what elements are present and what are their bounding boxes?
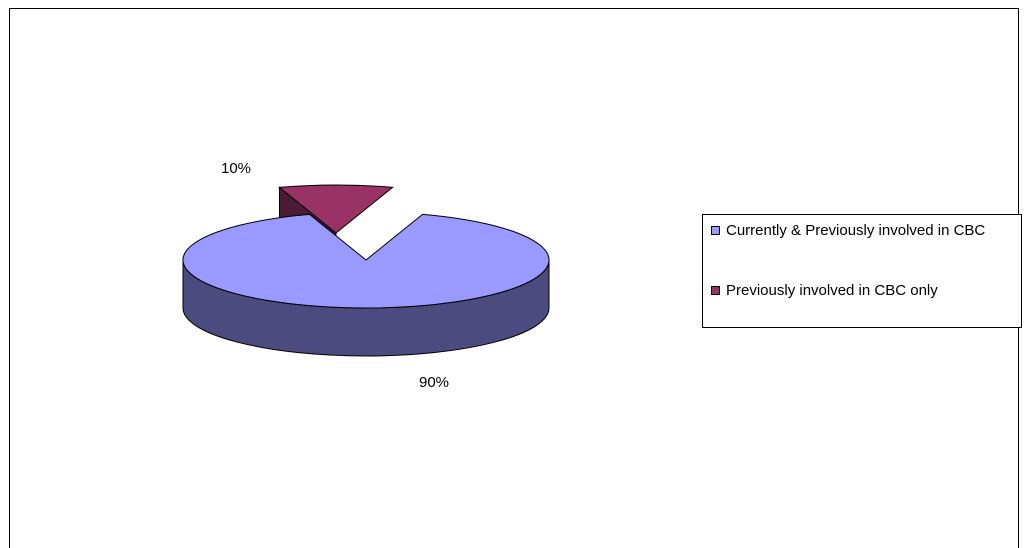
- data-label-currently-previously: 90%: [419, 374, 449, 391]
- slice-previously-only: [278, 184, 394, 234]
- legend-item-previously-only: Previously involved in CBC only: [711, 281, 1021, 300]
- legend-item-currently-previously: Currently & Previously involved in CBC: [711, 221, 1021, 240]
- legend: Currently & Previously involved in CBC P…: [702, 214, 1022, 328]
- legend-swatch-currently-previously: [711, 226, 720, 235]
- legend-label-previously-only: Previously involved in CBC only: [726, 282, 938, 299]
- legend-swatch-previously-only: [711, 286, 720, 295]
- data-label-previously-only: 10%: [221, 160, 251, 177]
- slice-currently-previously: [182, 213, 550, 309]
- legend-label-currently-previously: Currently & Previously involved in CBC: [726, 222, 986, 239]
